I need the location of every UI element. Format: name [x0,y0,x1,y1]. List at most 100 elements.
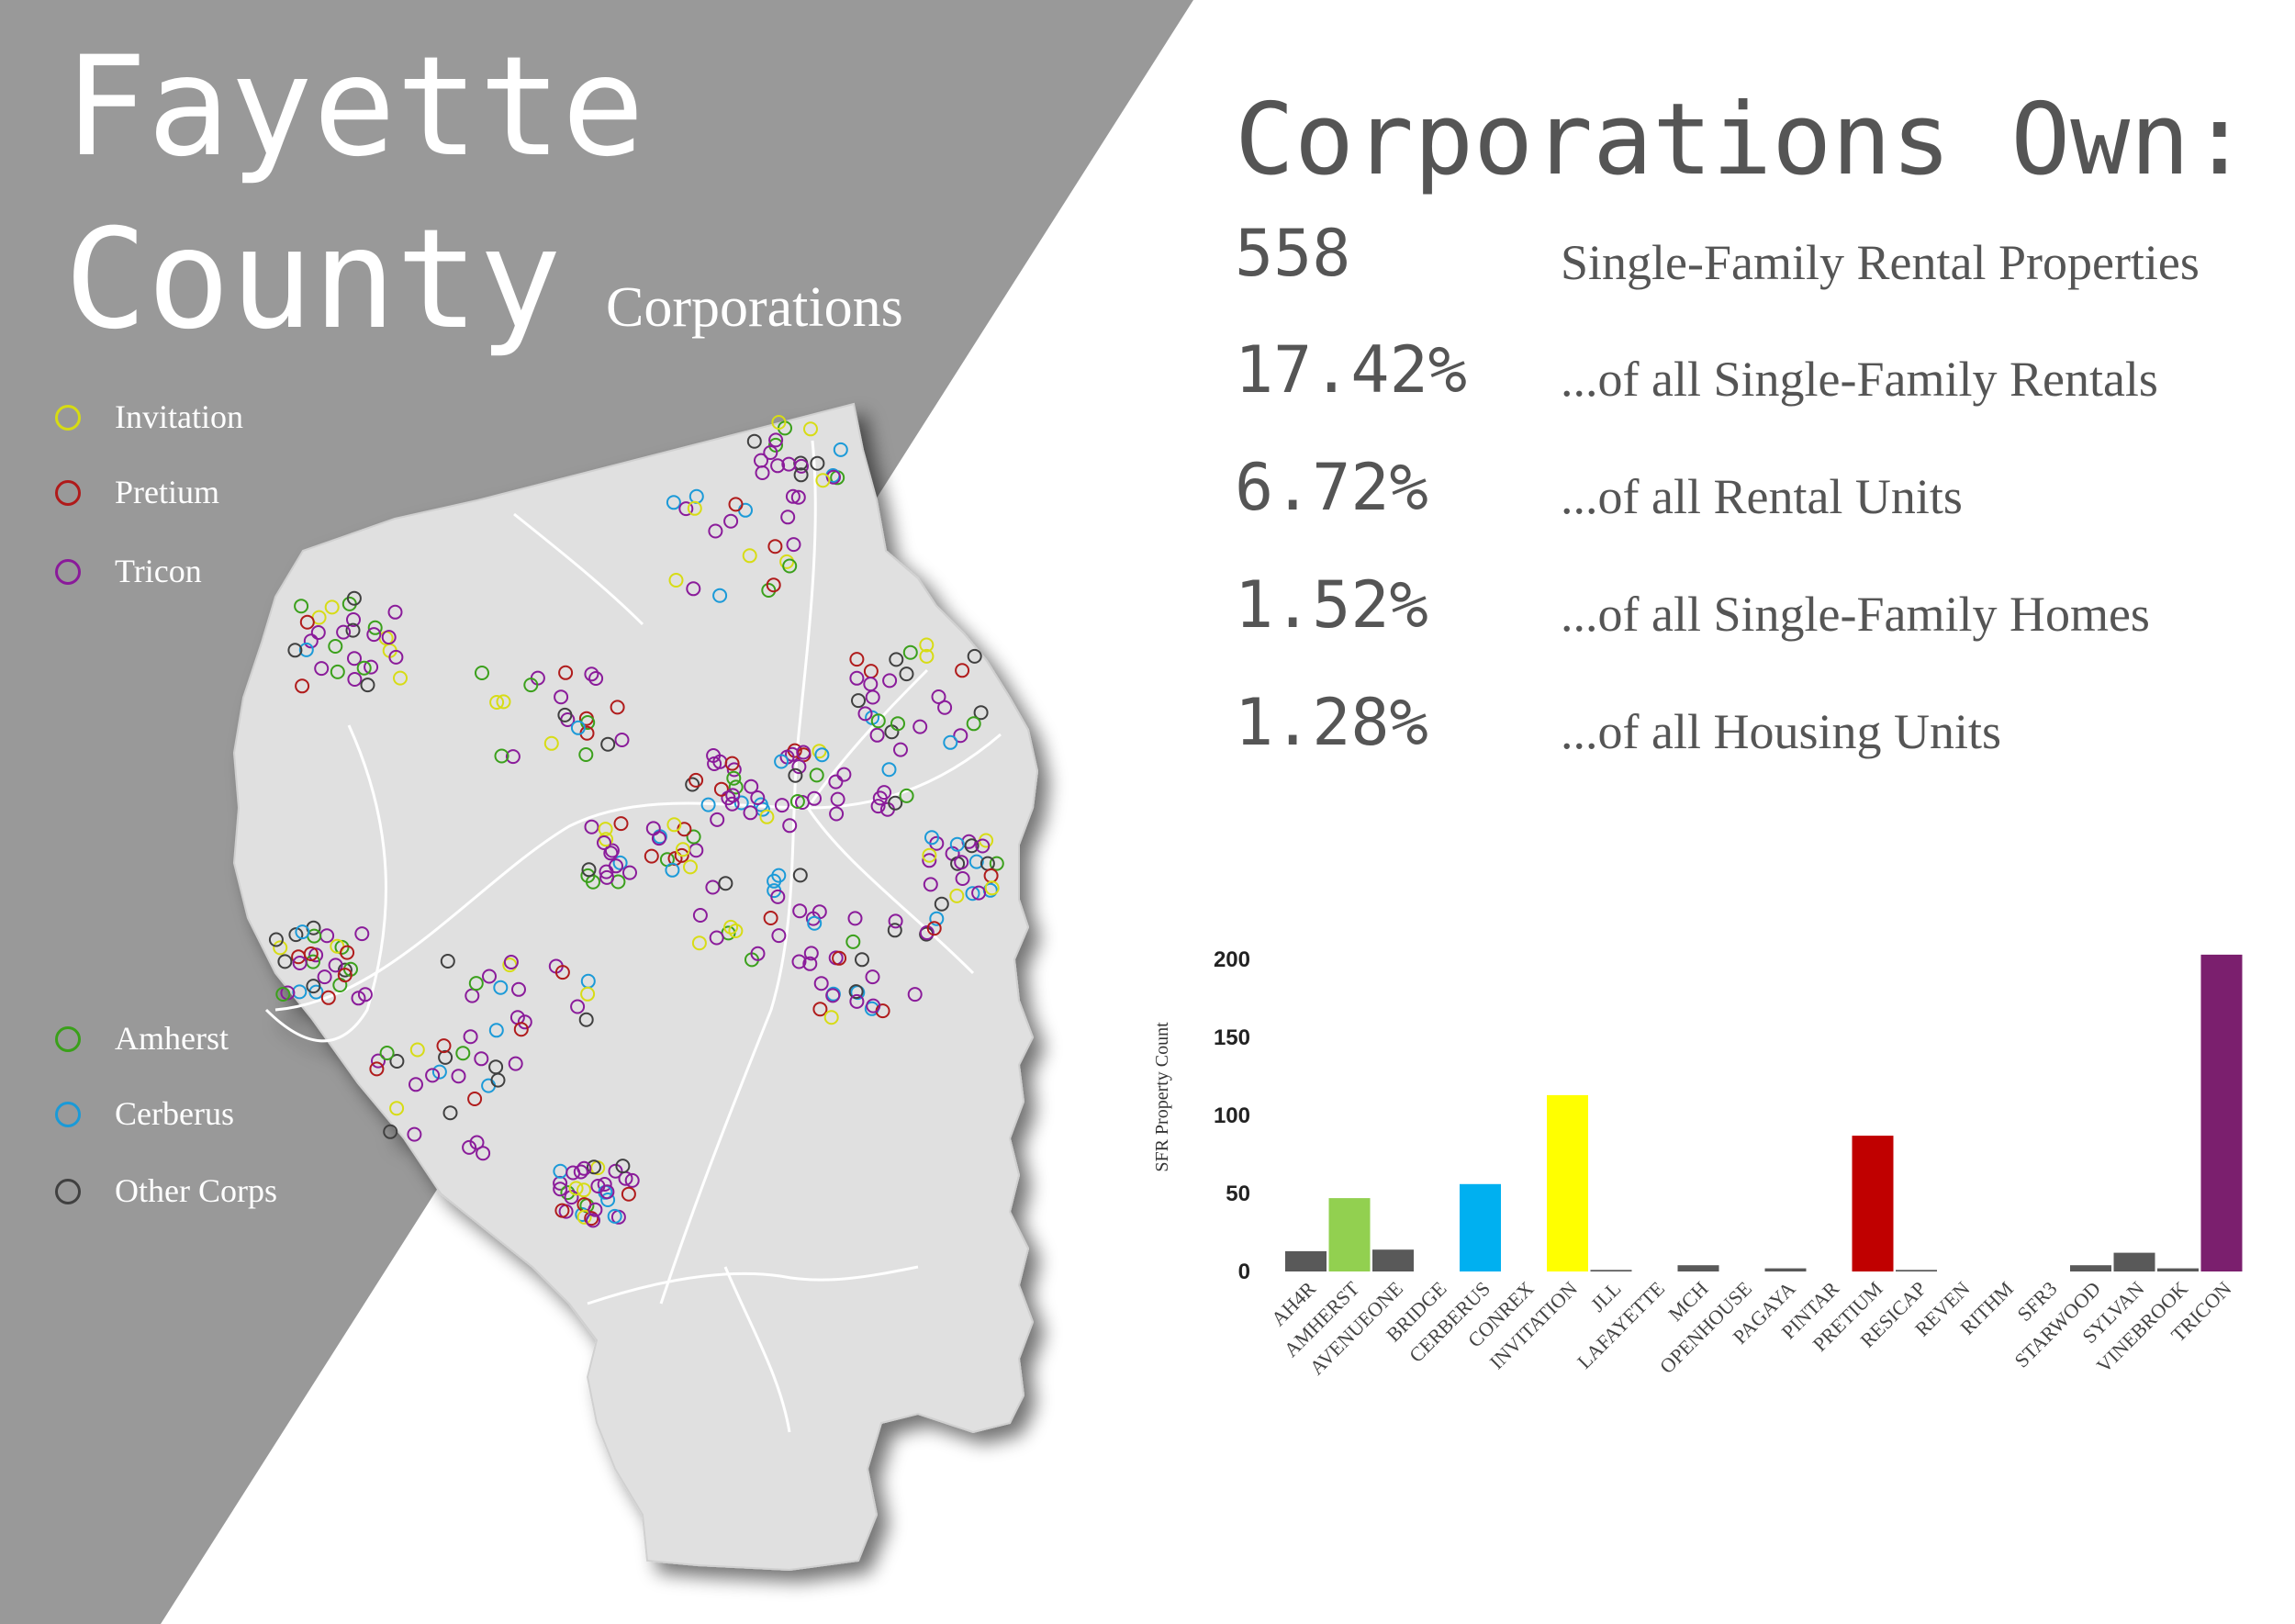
property-marker [383,1124,398,1139]
property-marker [543,735,559,751]
property-marker [919,637,935,653]
stat-description: ...of all Single-Family Homes [1561,587,2150,642]
property-marker [573,1164,588,1180]
stat-value: 558 [1235,216,1351,291]
property-marker [442,1105,458,1121]
property-marker [615,1159,631,1174]
property-marker [792,868,808,883]
property-marker [381,630,397,645]
property-marker [907,987,923,1002]
stat-value: 1.52% [1235,567,1428,643]
property-marker [577,1209,592,1225]
property-marker [870,713,886,729]
property-marker [666,817,682,833]
property-marker [768,437,783,453]
property-marker [287,643,303,658]
property-marker [774,754,789,769]
property-marker [728,924,744,938]
bar-invitation [1547,1094,1588,1271]
bar-mch [1677,1265,1719,1271]
property-marker [919,925,935,940]
stat-description: Single-Family Rental Properties [1561,235,2200,290]
property-marker [705,879,721,895]
property-marker [780,510,796,525]
property-marker [984,880,1000,896]
property-marker [614,733,630,747]
property-marker [919,648,935,664]
property-marker [893,742,908,757]
x-axis-labels: AH4RAMHERSTAVENUEONEBRIDGECERBERUSCONREX… [1267,1276,2236,1379]
property-marker [792,903,808,919]
property-marker [771,928,787,944]
road-lines [264,440,1002,1433]
y-axis-ticks: 0 50 100 150 200 [1214,947,1250,1284]
property-marker [971,885,987,901]
property-marker [949,888,965,903]
property-marker [849,652,865,667]
property-marker [340,945,355,960]
property-marker [857,706,873,722]
property-marker [366,627,382,643]
property-marker [317,969,332,985]
property-marker [791,954,807,969]
property-marker [564,1190,579,1205]
property-marker [603,846,619,861]
property-marker [379,1046,395,1060]
property-marker [347,672,363,687]
property-marker [337,968,353,983]
property-marker [462,1139,477,1155]
property-marker [728,497,744,512]
property-marker [825,988,841,1003]
property-marker [803,946,819,961]
property-marker [597,1177,612,1192]
property-marker [830,791,845,807]
property-marker [674,847,689,863]
property-marker [937,700,953,715]
bar-sylvan [2113,1252,2155,1271]
property-marker [793,467,809,483]
property-marker [768,432,784,448]
property-marker [973,705,989,721]
property-marker [577,1182,591,1198]
property-marker [855,952,869,968]
property-marker [849,670,865,686]
property-marker [513,1022,529,1037]
property-marker [955,663,970,678]
property-marker [431,1064,447,1080]
property-marker [496,694,511,710]
property-marker [336,624,352,640]
property-marker [742,548,757,564]
property-marker [511,981,526,997]
y-tick-label: 200 [1214,947,1250,972]
property-marker [268,932,284,947]
property-marker [587,1159,601,1175]
property-marker [553,1182,568,1197]
ring-icon [55,480,81,506]
property-marker [771,415,787,430]
property-marker [724,796,740,812]
property-marker [598,822,613,837]
property-marker [890,716,905,732]
property-marker [902,644,918,660]
property-marker [767,539,783,554]
property-marker [488,1023,504,1038]
property-marker [803,421,818,437]
property-marker [733,795,749,811]
property-marker [584,1211,599,1226]
property-marker [356,660,372,676]
ring-icon [55,405,81,431]
property-markers [268,415,1004,1228]
property-marker [815,473,831,488]
property-marker [621,1186,636,1202]
property-marker [407,1126,422,1142]
property-marker [782,818,798,834]
property-marker [360,678,375,693]
property-marker [675,842,690,857]
property-marker [277,954,293,969]
property-marker [624,1172,640,1188]
property-marker [275,987,291,1002]
bar-amherst [1328,1198,1371,1271]
property-marker [494,748,509,764]
property-marker [683,859,698,875]
